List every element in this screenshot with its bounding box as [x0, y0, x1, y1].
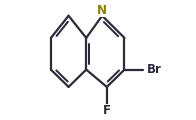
Text: F: F	[103, 104, 111, 117]
Text: Br: Br	[147, 63, 162, 76]
Text: N: N	[97, 3, 107, 17]
